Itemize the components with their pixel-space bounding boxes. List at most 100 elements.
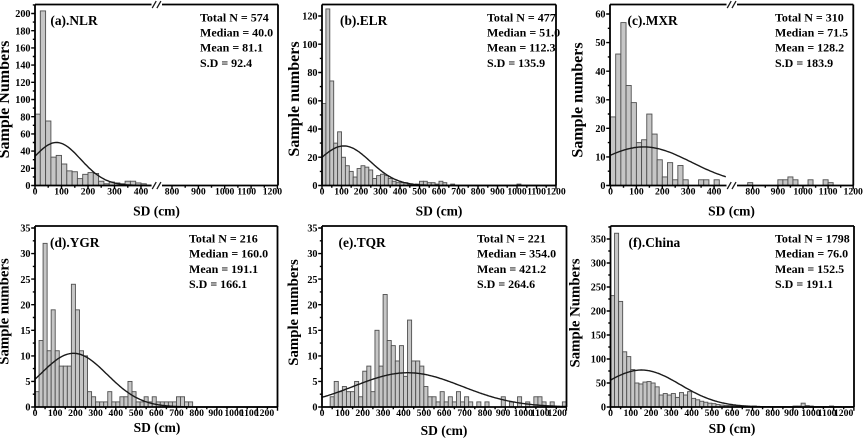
svg-text:30: 30 bbox=[20, 249, 30, 260]
svg-text:0: 0 bbox=[320, 187, 325, 198]
svg-text:S.D = 92.4: S.D = 92.4 bbox=[200, 56, 252, 70]
svg-text:35: 35 bbox=[307, 224, 317, 235]
svg-text:900: 900 bbox=[784, 408, 799, 419]
svg-text:120: 120 bbox=[302, 12, 317, 23]
svg-text:100: 100 bbox=[302, 40, 317, 51]
svg-text:1000: 1000 bbox=[507, 187, 527, 198]
svg-text:30: 30 bbox=[595, 95, 605, 106]
svg-text:Mean = 112.3: Mean = 112.3 bbox=[487, 41, 556, 55]
svg-text:SD (cm): SD (cm) bbox=[708, 204, 755, 219]
svg-text:300: 300 bbox=[373, 187, 388, 198]
svg-text:25: 25 bbox=[20, 275, 30, 286]
svg-text:400: 400 bbox=[109, 408, 124, 419]
svg-text:0: 0 bbox=[320, 408, 325, 419]
svg-text:500: 500 bbox=[412, 187, 427, 198]
svg-text:500: 500 bbox=[129, 408, 144, 419]
svg-text:10: 10 bbox=[595, 153, 605, 164]
svg-text:1000: 1000 bbox=[801, 408, 821, 419]
svg-text:400: 400 bbox=[393, 187, 408, 198]
svg-text:30: 30 bbox=[307, 249, 317, 260]
svg-text:700: 700 bbox=[451, 187, 466, 198]
svg-text:0: 0 bbox=[33, 187, 38, 198]
svg-text:1100: 1100 bbox=[237, 187, 256, 198]
svg-text:Mean = 81.1: Mean = 81.1 bbox=[200, 41, 263, 55]
svg-text:(c).MXR: (c).MXR bbox=[628, 13, 679, 28]
svg-text:300: 300 bbox=[664, 408, 679, 419]
svg-text:20: 20 bbox=[20, 164, 30, 175]
svg-text:Sample numbers: Sample numbers bbox=[0, 258, 12, 365]
svg-text:350: 350 bbox=[591, 235, 606, 246]
svg-text:800: 800 bbox=[165, 187, 180, 198]
svg-text:700: 700 bbox=[169, 408, 184, 419]
svg-text:10: 10 bbox=[20, 352, 30, 363]
svg-text:200: 200 bbox=[655, 187, 670, 198]
svg-text:100: 100 bbox=[54, 187, 69, 198]
svg-text:1100: 1100 bbox=[819, 187, 838, 198]
svg-text:200: 200 bbox=[15, 9, 30, 20]
svg-text:0: 0 bbox=[25, 403, 30, 414]
svg-text:400: 400 bbox=[134, 187, 149, 198]
svg-text:S.D = 183.9: S.D = 183.9 bbox=[775, 56, 833, 70]
svg-text:SD (cm): SD (cm) bbox=[134, 420, 181, 435]
svg-text:1200: 1200 bbox=[546, 187, 566, 198]
svg-text:Median = 354.0: Median = 354.0 bbox=[477, 247, 556, 261]
svg-text:180: 180 bbox=[15, 26, 30, 37]
svg-text:60: 60 bbox=[20, 130, 30, 141]
svg-text:15: 15 bbox=[307, 326, 317, 337]
svg-text:60: 60 bbox=[595, 10, 605, 21]
svg-text:100: 100 bbox=[48, 408, 63, 419]
svg-text:(d).YGR: (d).YGR bbox=[50, 235, 100, 250]
svg-text:0: 0 bbox=[600, 181, 605, 192]
svg-text:200: 200 bbox=[68, 408, 83, 419]
svg-text:10: 10 bbox=[307, 352, 317, 363]
svg-text:0: 0 bbox=[25, 181, 30, 192]
svg-text:1100: 1100 bbox=[818, 408, 837, 419]
svg-text:(e).TQR: (e).TQR bbox=[339, 235, 387, 250]
svg-text:800: 800 bbox=[478, 408, 493, 419]
svg-text:700: 700 bbox=[745, 408, 760, 419]
svg-text:40: 40 bbox=[307, 125, 317, 136]
svg-text:0: 0 bbox=[608, 408, 613, 419]
svg-text:0: 0 bbox=[601, 403, 606, 414]
svg-text:(a).NLR: (a).NLR bbox=[50, 13, 98, 28]
svg-text:150: 150 bbox=[591, 331, 606, 342]
svg-text:400: 400 bbox=[707, 187, 722, 198]
svg-text:0: 0 bbox=[312, 181, 317, 192]
svg-text:Total N = 574: Total N = 574 bbox=[200, 10, 269, 24]
svg-text:Mean = 191.1: Mean = 191.1 bbox=[189, 262, 258, 276]
svg-text:1100: 1100 bbox=[531, 408, 550, 419]
svg-text:900: 900 bbox=[208, 408, 223, 419]
svg-text:600: 600 bbox=[725, 408, 740, 419]
svg-text:5: 5 bbox=[312, 377, 317, 388]
svg-text:300: 300 bbox=[681, 187, 696, 198]
svg-text:20: 20 bbox=[307, 153, 317, 164]
svg-text:800: 800 bbox=[765, 408, 780, 419]
svg-text:800: 800 bbox=[189, 408, 204, 419]
svg-text:1200: 1200 bbox=[255, 408, 275, 419]
svg-text:Sample Numbers: Sample Numbers bbox=[567, 258, 583, 367]
svg-text:40: 40 bbox=[20, 147, 30, 158]
svg-text:(b).ELR: (b).ELR bbox=[340, 13, 388, 28]
svg-text:200: 200 bbox=[354, 187, 369, 198]
svg-text:60: 60 bbox=[307, 96, 317, 107]
svg-text:20: 20 bbox=[20, 300, 30, 311]
svg-text:1100: 1100 bbox=[527, 187, 546, 198]
svg-text:160: 160 bbox=[15, 44, 30, 55]
svg-text:Sample numbers: Sample numbers bbox=[286, 41, 303, 156]
svg-text:900: 900 bbox=[191, 187, 206, 198]
svg-text:S.D = 191.1: S.D = 191.1 bbox=[775, 277, 833, 291]
svg-text:100: 100 bbox=[334, 187, 349, 198]
svg-text:Sample Numbers: Sample Numbers bbox=[0, 41, 13, 159]
svg-text:SD (cm): SD (cm) bbox=[133, 204, 180, 219]
svg-text:100: 100 bbox=[624, 408, 639, 419]
svg-text:0: 0 bbox=[312, 403, 317, 414]
svg-text:1000: 1000 bbox=[224, 408, 244, 419]
svg-text:Mean = 421.2: Mean = 421.2 bbox=[477, 262, 546, 276]
svg-text:700: 700 bbox=[457, 408, 472, 419]
svg-text:15: 15 bbox=[20, 326, 30, 337]
svg-text:800: 800 bbox=[471, 187, 486, 198]
svg-text:Mean = 128.2: Mean = 128.2 bbox=[775, 41, 844, 55]
svg-text:Total N = 310: Total N = 310 bbox=[775, 10, 844, 24]
svg-text:100: 100 bbox=[629, 187, 644, 198]
svg-text:600: 600 bbox=[149, 408, 164, 419]
